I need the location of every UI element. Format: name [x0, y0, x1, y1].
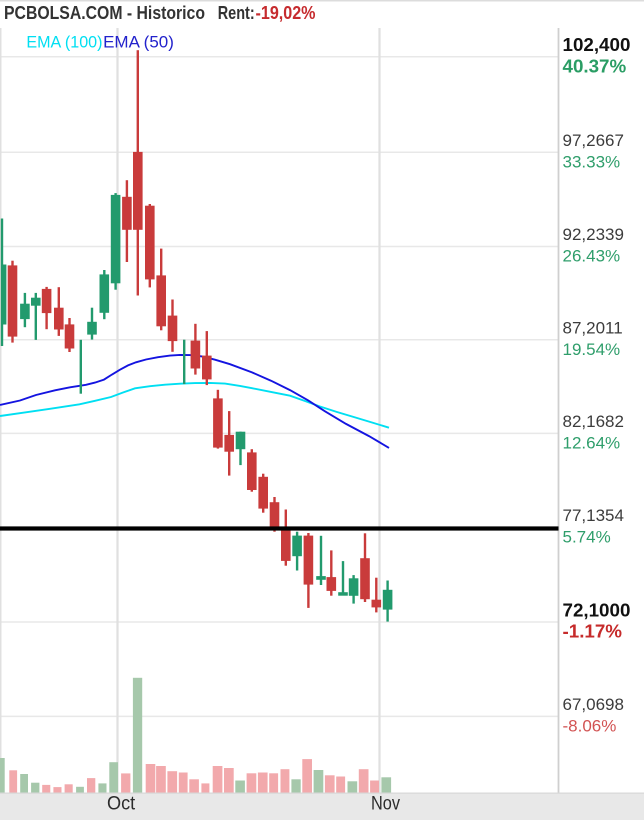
svg-text:12.64%: 12.64% — [563, 433, 621, 452]
svg-text:33.33%: 33.33% — [563, 152, 621, 171]
svg-text:102,400: 102,400 — [563, 34, 631, 55]
svg-text:EMA (100): EMA (100) — [26, 33, 102, 51]
svg-text:67,0698: 67,0698 — [563, 695, 624, 714]
svg-text:-19,02%: -19,02% — [256, 2, 316, 23]
svg-text:82,1682: 82,1682 — [563, 412, 624, 431]
svg-text:PCBOLSA.COM - Historico: PCBOLSA.COM - Historico — [4, 2, 205, 23]
svg-text:Nov: Nov — [371, 793, 400, 815]
svg-text:Oct: Oct — [107, 793, 136, 815]
svg-text:97,2667: 97,2667 — [563, 131, 624, 150]
svg-text:-1.17%: -1.17% — [563, 621, 623, 642]
svg-text:19.54%: 19.54% — [563, 340, 621, 359]
svg-text:77,1354: 77,1354 — [563, 506, 624, 525]
svg-text:5.74%: 5.74% — [563, 528, 611, 547]
svg-text:-8.06%: -8.06% — [563, 716, 617, 735]
svg-text:87,2011: 87,2011 — [563, 318, 623, 337]
svg-text:40.37%: 40.37% — [563, 55, 627, 76]
svg-text:EMA (50): EMA (50) — [103, 33, 174, 51]
svg-text:26.43%: 26.43% — [563, 247, 621, 266]
svg-text:Rent:: Rent: — [218, 2, 255, 23]
svg-text:92,2339: 92,2339 — [563, 225, 624, 244]
svg-text:72,1000: 72,1000 — [563, 599, 631, 620]
